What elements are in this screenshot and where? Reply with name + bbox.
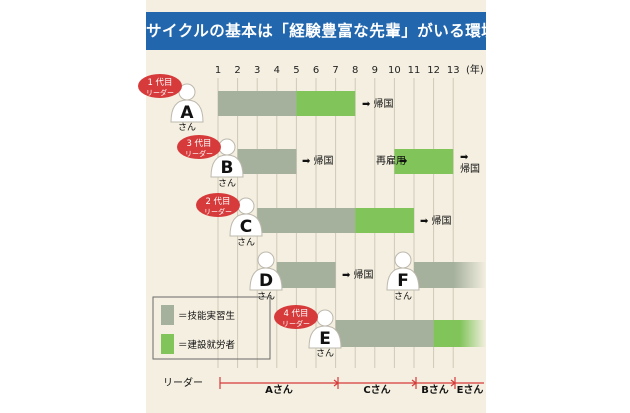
- badge-generation: 1 代目: [147, 77, 172, 88]
- year-tick-label: 12: [427, 65, 440, 76]
- year-tick-label: 1: [215, 65, 221, 76]
- legend-worker-label: ＝建設就労者: [178, 339, 235, 351]
- diagram-title: サイクルの基本は「経験豊富な先輩」がいる環境: [146, 22, 498, 40]
- year-tick-label: 5: [293, 65, 299, 76]
- badge-generation: 2 代目: [205, 196, 230, 207]
- year-tick-label: 10: [388, 65, 401, 76]
- person-C: C さん: [229, 197, 263, 248]
- bar-C-trainee: [257, 208, 356, 233]
- year-tick-label: 3: [254, 65, 260, 76]
- person-letter: D: [259, 271, 273, 291]
- legend-trainee-label: ＝技能実習生: [178, 310, 236, 322]
- year-tick-label: 2: [234, 65, 240, 76]
- return-label-C: ➡ 帰国: [420, 214, 452, 227]
- bar-A-trainee: [218, 91, 297, 116]
- year-tick-label: 11: [408, 65, 421, 76]
- badge-generation: 4 代目: [283, 308, 308, 319]
- return-label-B-2: 帰国: [460, 162, 480, 175]
- bar-A-worker: [296, 91, 356, 116]
- leader-segment: Cさん: [363, 384, 390, 396]
- person-san: さん: [394, 291, 412, 302]
- year-tick-label: 4: [274, 65, 280, 76]
- badge-generation: 3 代目: [186, 138, 211, 149]
- person-san: さん: [218, 178, 236, 189]
- legend-trainee-swatch: [161, 305, 174, 325]
- person-san: さん: [178, 122, 196, 133]
- person-F: F さん: [386, 251, 420, 302]
- return-label-D: ➡ 帰国: [342, 268, 374, 281]
- return-label-B: ➡ 帰国: [302, 154, 334, 167]
- person-san: さん: [316, 348, 334, 359]
- year-tick-label: 9: [372, 65, 378, 76]
- person-letter: B: [221, 158, 234, 178]
- timeline-bars: [218, 91, 486, 347]
- bar-E-trainee: [335, 320, 434, 347]
- return-label-A: ➡ 帰国: [362, 97, 394, 110]
- person-letter: A: [180, 103, 194, 123]
- return-arrow-B-2: ➡: [460, 152, 469, 163]
- bar-B-worker: [394, 149, 454, 174]
- bar-D-trainee: [276, 262, 336, 288]
- leader-badge-A: 1 代目 リーダー: [138, 74, 182, 98]
- person-san: さん: [237, 237, 255, 248]
- leader-segment: Eさん: [457, 384, 484, 396]
- legend: ＝技能実習生 ＝建設就労者: [152, 296, 271, 360]
- person-letter: C: [240, 217, 252, 237]
- bar-C-worker: [355, 208, 414, 233]
- leader-row: リーダー Aさん Cさん Bさん Eさん: [163, 376, 484, 396]
- leader-segment: Bさん: [421, 384, 449, 396]
- title-bar: [146, 12, 486, 50]
- leader-row-label: リーダー: [163, 376, 203, 389]
- year-tick-label: 7: [332, 65, 338, 76]
- leader-badge-B: 3 代目 リーダー: [177, 135, 221, 159]
- leader-badge-C: 2 代目 リーダー: [196, 193, 240, 217]
- person-letter: E: [319, 329, 331, 349]
- year-tick-label: 8: [352, 65, 358, 76]
- leader-badge-E: 4 代目 リーダー: [274, 305, 318, 329]
- year-tick-label: 6: [313, 65, 319, 76]
- rehire-arrow-B: ➡: [399, 156, 408, 167]
- bar-E-worker: [433, 320, 486, 347]
- bar-F-trainee: [414, 262, 486, 288]
- axis-unit: (年): [466, 63, 484, 76]
- legend-worker-swatch: [161, 334, 174, 354]
- rehire-label-B: 再雇用: [376, 154, 406, 167]
- leader-segment: Aさん: [265, 384, 293, 396]
- year-tick-label: 13: [447, 65, 460, 76]
- badge-role: リーダー: [146, 88, 174, 97]
- badge-role: リーダー: [204, 207, 232, 216]
- bar-B-trainee: [237, 149, 297, 174]
- badge-role: リーダー: [282, 319, 310, 328]
- person-E: E さん: [308, 309, 342, 359]
- person-A: A さん: [170, 83, 204, 133]
- year-axis: (年) 1 2 3 4 5 6 7 8 9 10 11 12 13: [215, 63, 484, 76]
- person-letter: F: [397, 271, 409, 291]
- badge-role: リーダー: [185, 149, 213, 158]
